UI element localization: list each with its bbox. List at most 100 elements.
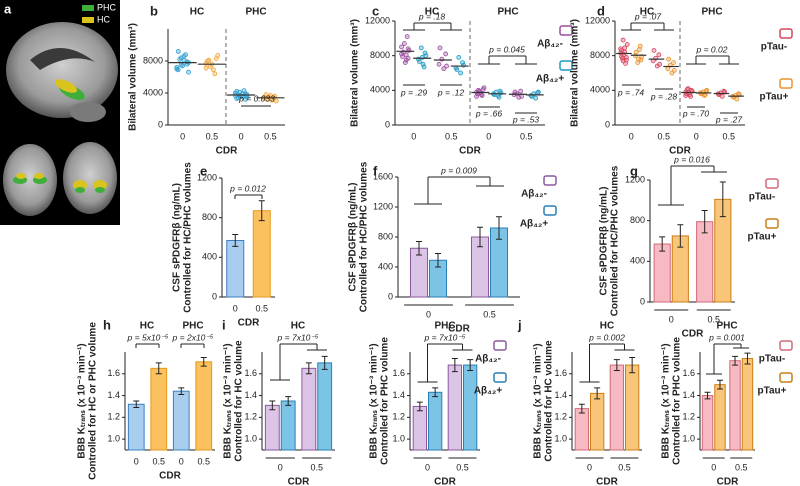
error-bar xyxy=(321,355,328,370)
y-axis-label: BBB Kₜᵣₐₙₛ (x 10⁻³ min⁻¹) xyxy=(661,343,672,458)
x-tick-label: 0.5 xyxy=(483,309,496,319)
coronal-brain xyxy=(63,142,117,214)
data-point xyxy=(210,67,216,73)
brain-images xyxy=(0,0,120,225)
data-point xyxy=(243,97,248,102)
y-tick-label: 1.0 xyxy=(392,433,405,443)
y-tick-label: 8000 xyxy=(143,55,163,65)
x-tick-label: 0 xyxy=(486,131,491,141)
x-tick-label: 0.5 xyxy=(657,131,670,141)
data-point xyxy=(181,53,187,59)
bar xyxy=(264,404,280,451)
bar xyxy=(195,361,213,451)
error-bar xyxy=(594,387,601,400)
annotation: p = .53 xyxy=(512,114,540,124)
annotation: p = .07 xyxy=(634,11,662,21)
x-tick-label: 0.5 xyxy=(722,131,735,141)
x-tick-label: 0 xyxy=(711,462,716,472)
annotation: p = 7x10⁻⁵ xyxy=(277,332,319,342)
y-tick-label: 0 xyxy=(388,291,393,301)
axial-brain xyxy=(3,144,57,216)
panel-title: PHC xyxy=(245,7,266,18)
hc-region xyxy=(16,173,26,179)
legend-label: pTau- xyxy=(749,192,775,203)
cerebellum xyxy=(70,102,106,122)
error-bar xyxy=(155,362,162,375)
y-tick-label: 1.6 xyxy=(107,368,120,378)
error-bar xyxy=(416,241,422,256)
annotation: p = 0.033 xyxy=(238,93,275,103)
data-point xyxy=(619,54,624,59)
x-axis-label: CDR xyxy=(238,318,260,329)
panel-letter: h xyxy=(103,317,111,332)
bar xyxy=(150,367,168,451)
x-axis-label: CDR xyxy=(216,146,238,157)
x-tick-label: 0.5 xyxy=(618,462,631,472)
error-bar xyxy=(133,400,140,409)
error-bar xyxy=(613,359,620,372)
y-axis-label: BBB Kₜᵣₐₙₛ (x 10⁻³ min⁻¹) xyxy=(77,343,88,458)
legend-label: pTau- xyxy=(761,42,787,53)
annotation: p = 7x10⁻⁵ xyxy=(424,332,466,342)
panel-title: PHC xyxy=(701,7,722,18)
y-tick-label: 1.6 xyxy=(244,368,257,378)
data-point xyxy=(443,51,449,57)
panel-title: PHC xyxy=(497,7,518,18)
annotation: p = 2x10⁻⁵ xyxy=(172,332,214,342)
phc-region xyxy=(95,187,105,193)
sagittal-brain xyxy=(6,22,118,118)
bar xyxy=(428,391,443,451)
y-tick-label: 800 xyxy=(378,231,393,241)
annotation: p = .28 xyxy=(650,91,678,101)
y-tick-label: 1.2 xyxy=(107,412,120,422)
error-bar xyxy=(285,396,292,406)
y-tick-label: 4000 xyxy=(143,87,163,97)
data-point xyxy=(234,89,240,94)
error-bar xyxy=(701,210,708,234)
panel-title: PHC xyxy=(182,321,203,332)
error-bar xyxy=(704,391,711,400)
data-point xyxy=(474,94,479,99)
x-tick-label: 0 xyxy=(134,456,139,466)
ventricle xyxy=(30,47,95,70)
data-point xyxy=(624,42,630,47)
y-tick-label: 1.2 xyxy=(554,412,567,422)
data-point xyxy=(683,93,689,98)
legend-swatch xyxy=(559,25,573,36)
y-tick-label: 12000 xyxy=(585,15,610,25)
annotation: p = .29 xyxy=(400,87,428,97)
y-tick-label: 1.4 xyxy=(244,390,257,400)
data-point xyxy=(671,60,676,65)
bar xyxy=(609,364,625,451)
panel-title: HC xyxy=(140,321,154,332)
data-point xyxy=(496,94,502,100)
x-tick-label: 0 xyxy=(669,314,674,324)
legend-label: Aβ₄₂+ xyxy=(474,386,503,397)
error-bar xyxy=(467,359,474,372)
error-bar xyxy=(269,400,276,411)
x-tick-label: 0.5 xyxy=(520,131,533,141)
data-point xyxy=(476,87,481,93)
data-point xyxy=(235,95,241,101)
panel-letter: a xyxy=(4,1,12,16)
bar xyxy=(729,360,741,451)
error-bar xyxy=(416,401,423,412)
hc-region xyxy=(54,79,78,93)
y-tick-label: 800 xyxy=(630,215,645,225)
y-tick-label: 1.0 xyxy=(682,433,695,443)
annotation: p = 0.016 xyxy=(673,154,710,164)
y-axis-label: BBB Kₜᵣₐₙₛ (x 10⁻³ min⁻¹) xyxy=(223,343,234,458)
error-bar xyxy=(578,403,585,414)
legend-swatch xyxy=(543,175,557,186)
y-tick-label: 1200 xyxy=(373,201,393,211)
data-point xyxy=(636,56,641,62)
error-bar xyxy=(677,224,684,248)
bar xyxy=(653,243,671,303)
bar xyxy=(172,390,190,451)
annotation: p = 0.012 xyxy=(229,183,266,193)
x-axis-label: CDR xyxy=(434,477,456,486)
legend-label: Aβ₄₂- xyxy=(521,189,547,200)
bar xyxy=(701,395,714,451)
